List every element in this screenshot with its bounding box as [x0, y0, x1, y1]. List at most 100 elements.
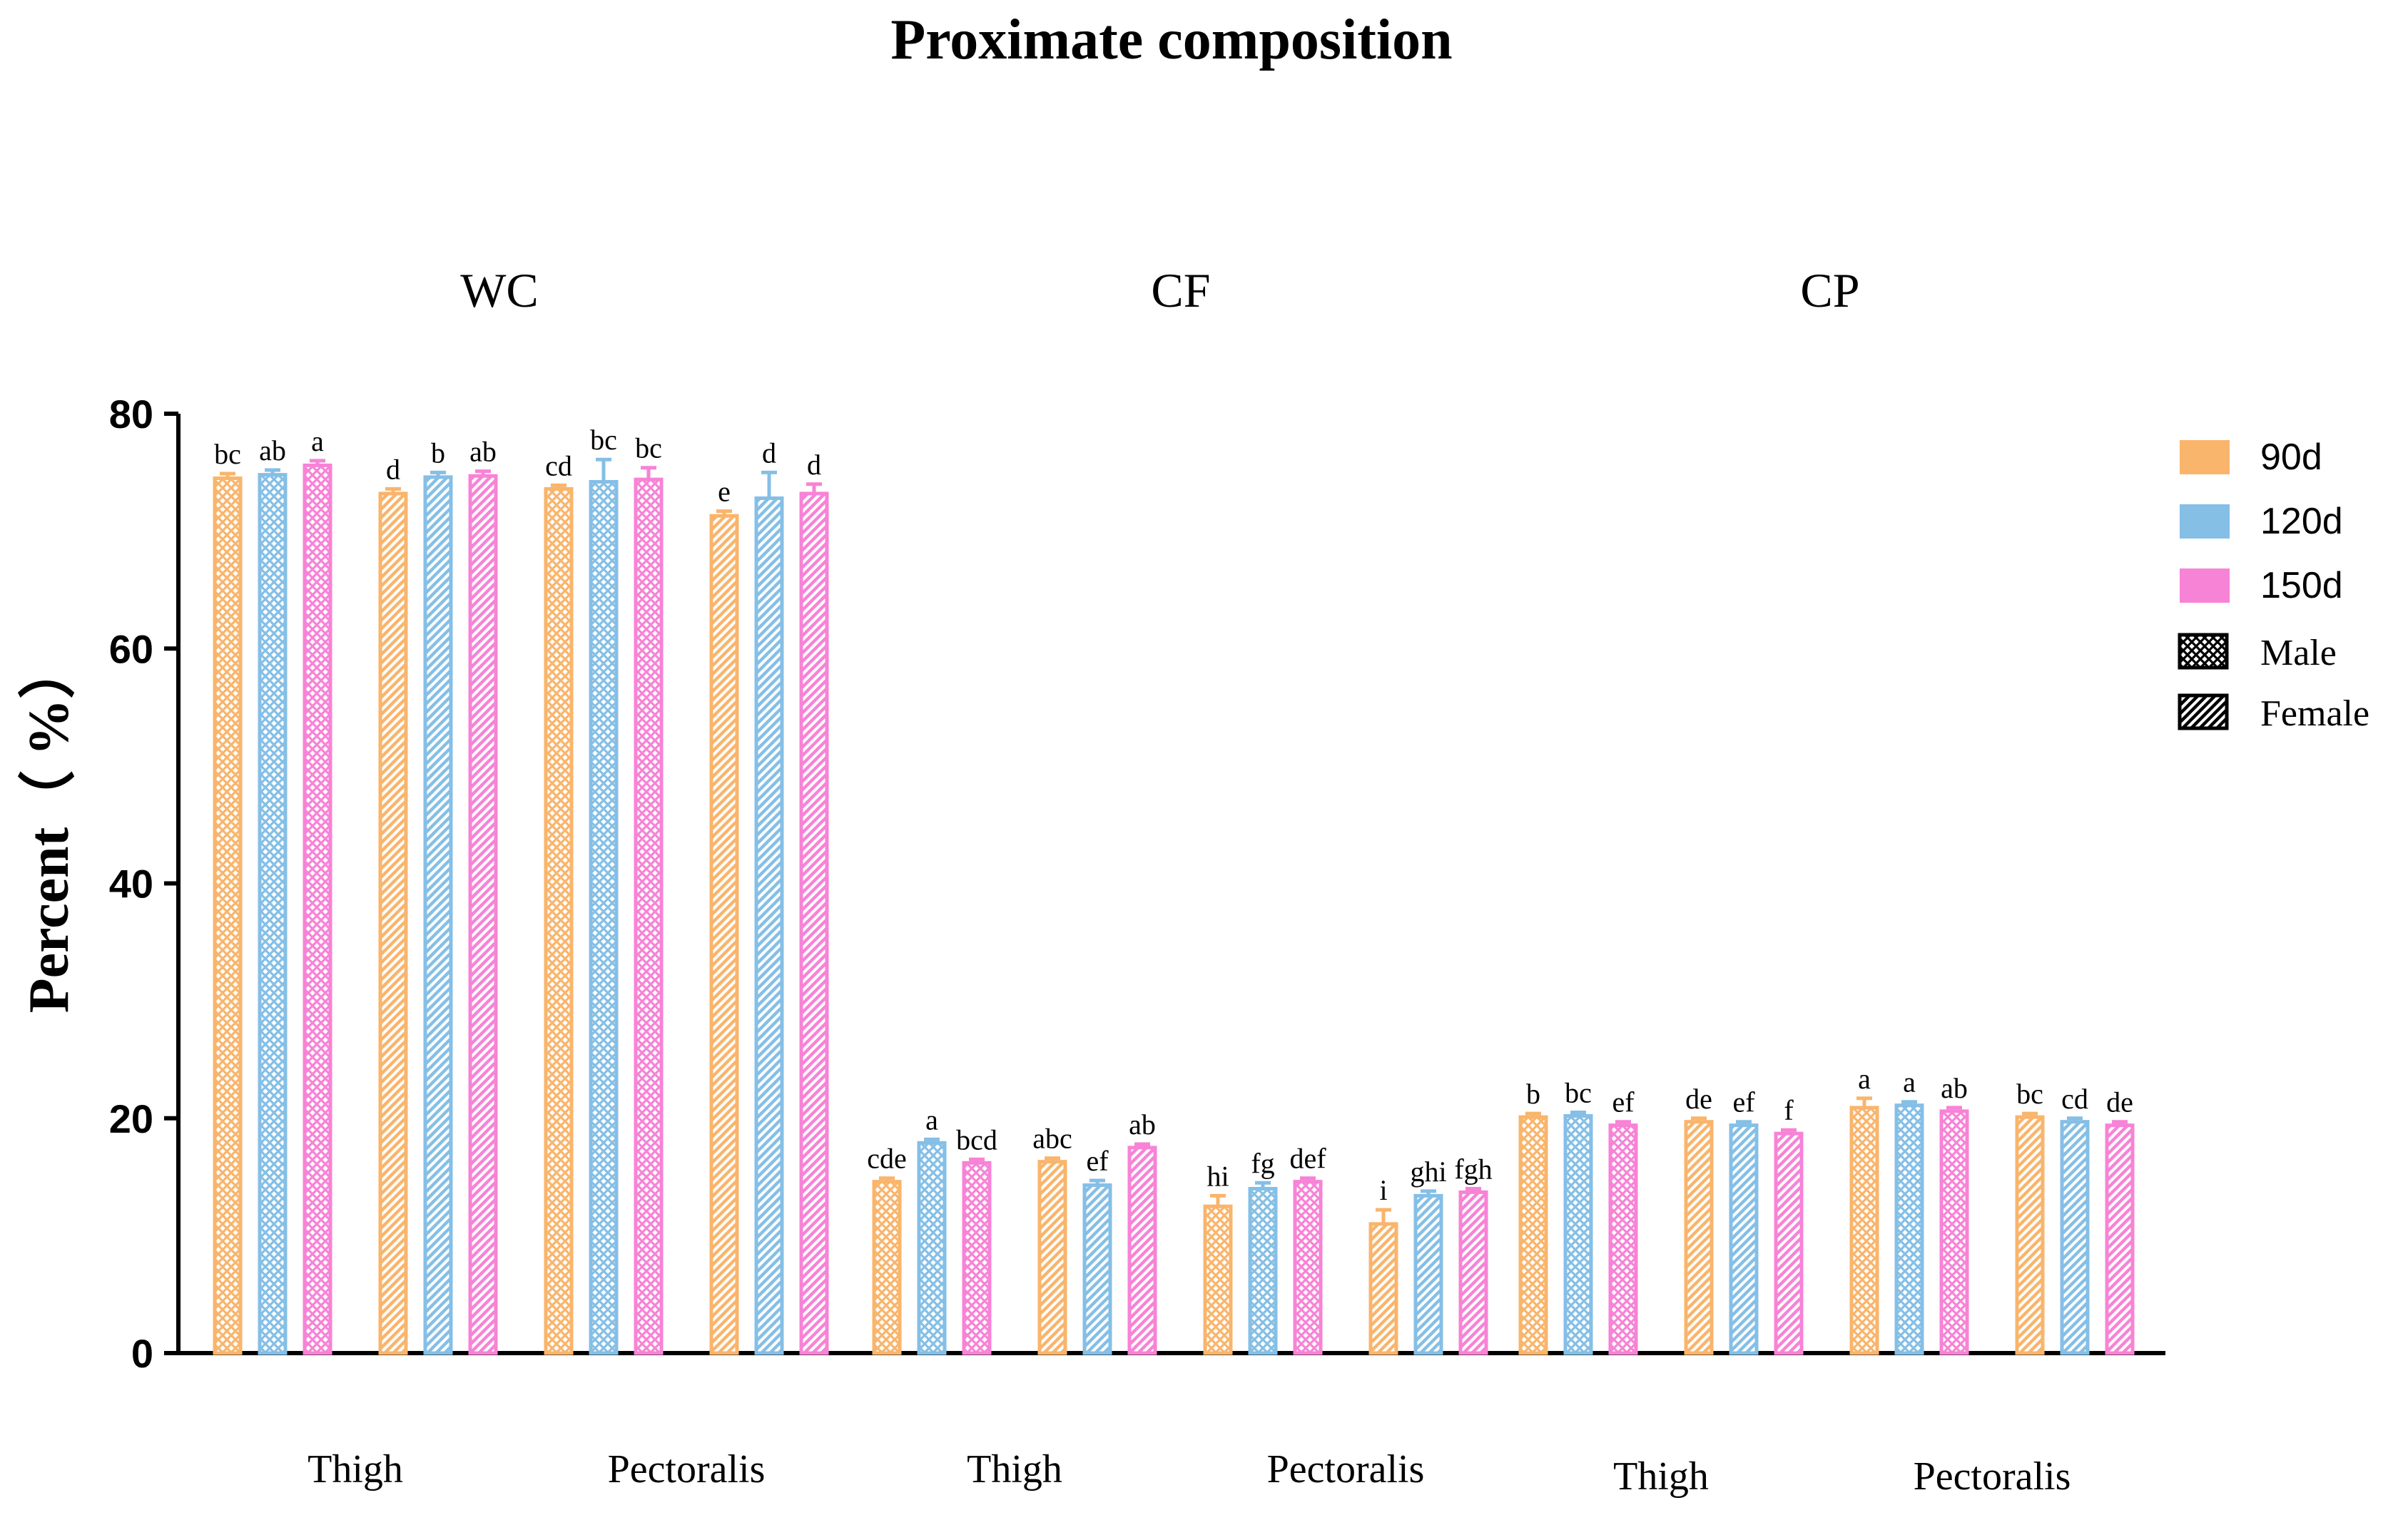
- legend-swatch-male: [2178, 633, 2229, 670]
- legend: 90d 120d 150d Male Female: [2178, 437, 2369, 734]
- significance-letter: a: [925, 1103, 938, 1136]
- chart-title: Proximate composition: [890, 9, 1452, 71]
- category-labels: Thigh Pectoralis Thigh Pectoralis Thigh Pecto…: [308, 1447, 2071, 1499]
- bar-cp-pectoralis-female-120d: [2060, 1120, 2090, 1355]
- error-bar: [475, 469, 491, 476]
- significance-letter: b: [431, 437, 445, 469]
- bar-wc-pectoralis-female-120d: [754, 496, 784, 1355]
- significance-letter: a: [1903, 1066, 1916, 1098]
- bar-wc-pectoralis-male-120d: [589, 479, 619, 1355]
- significance-letter: f: [1784, 1094, 1794, 1126]
- significance-letter: d: [762, 437, 776, 469]
- bar-cp-thigh-female-150d: [1774, 1131, 1804, 1355]
- bar-cf-thigh-male-150d: [962, 1161, 992, 1355]
- bar-cp-pectoralis-male-150d: [1939, 1109, 1969, 1355]
- legend-swatch-150d: [2180, 568, 2230, 603]
- error-bar: [1736, 1120, 1752, 1126]
- error-bar: [1525, 1111, 1541, 1118]
- significance-letter: cd: [545, 449, 572, 481]
- group-label-cp: CP: [1800, 263, 1859, 317]
- bar-cp-pectoralis-female-150d: [2105, 1123, 2135, 1355]
- error-bar: [1300, 1176, 1316, 1182]
- category-label-pectoralis: Pectoralis: [608, 1447, 766, 1491]
- bar-cf-thigh-male-90d: [872, 1180, 902, 1355]
- bar-cp-pectoralis-male-120d: [1894, 1103, 1924, 1355]
- significance-letter: ef: [1732, 1086, 1755, 1118]
- bar-wc-thigh-male-150d: [303, 463, 332, 1355]
- bar-cf-pectoralis-male-120d: [1248, 1187, 1278, 1355]
- error-bar: [1570, 1111, 1586, 1116]
- significance-letter: fg: [1251, 1147, 1274, 1179]
- y-tick-label: 40: [109, 862, 153, 907]
- error-bar: [551, 483, 567, 489]
- significance-letter: e: [718, 476, 731, 508]
- error-bar: [1255, 1180, 1271, 1189]
- bar-cf-pectoralis-female-150d: [1458, 1190, 1488, 1355]
- significance-letter: i: [1379, 1174, 1387, 1206]
- significance-letter: def: [1289, 1143, 1326, 1175]
- legend-label-female: Female: [2260, 693, 2369, 734]
- y-axis-label: Percent（ %）: [18, 642, 81, 1014]
- significance-letter: cde: [867, 1143, 907, 1175]
- bar-cp-pectoralis-male-90d: [1849, 1106, 1879, 1355]
- error-bar: [2022, 1111, 2038, 1118]
- bar-cp-thigh-male-150d: [1608, 1123, 1638, 1355]
- error-bar: [806, 482, 822, 494]
- significance-letter: abc: [1032, 1123, 1072, 1155]
- bar-wc-pectoralis-male-90d: [544, 486, 574, 1355]
- error-bar: [430, 470, 446, 477]
- bar-cp-pectoralis-female-90d: [2015, 1115, 2045, 1355]
- error-bar: [641, 466, 656, 480]
- bar-cp-thigh-male-120d: [1563, 1113, 1593, 1355]
- category-label-thigh: Thigh: [1613, 1454, 1709, 1499]
- bar-wc-thigh-male-120d: [258, 473, 288, 1355]
- error-bar: [220, 471, 235, 479]
- bar-cf-pectoralis-female-120d: [1413, 1193, 1443, 1355]
- error-bar: [1210, 1193, 1226, 1207]
- bar-cp-thigh-female-90d: [1684, 1120, 1714, 1355]
- y-axis-ticks: 0 20 40 60 80: [109, 392, 178, 1376]
- category-label-thigh: Thigh: [967, 1447, 1062, 1491]
- bar-cf-thigh-female-90d: [1037, 1160, 1067, 1355]
- bar-cp-thigh-female-120d: [1729, 1123, 1759, 1355]
- legend-label-120d: 120d: [2260, 501, 2343, 542]
- error-bar: [1946, 1106, 1962, 1111]
- error-bar: [1421, 1189, 1436, 1196]
- error-bar: [1089, 1178, 1105, 1185]
- bar-wc-thigh-female-90d: [378, 491, 408, 1355]
- bar-wc-pectoralis-female-90d: [709, 514, 739, 1355]
- error-bar: [879, 1176, 895, 1182]
- bar-cf-pectoralis-male-150d: [1293, 1180, 1323, 1355]
- error-bar: [1465, 1187, 1481, 1193]
- error-bar: [924, 1137, 940, 1143]
- bar-wc-pectoralis-male-150d: [634, 477, 664, 1355]
- bar-cf-pectoralis-male-90d: [1203, 1204, 1233, 1355]
- error-bar: [1045, 1156, 1060, 1162]
- error-bar: [2112, 1120, 2128, 1126]
- error-bar: [969, 1157, 985, 1163]
- error-bar: [2067, 1116, 2083, 1122]
- significance-letter: ef: [1612, 1086, 1635, 1118]
- significance-letter: ef: [1086, 1145, 1109, 1177]
- significance-letter: bc: [214, 438, 241, 470]
- bar-wc-thigh-female-150d: [468, 474, 498, 1355]
- significance-letter: bc: [2016, 1078, 2043, 1110]
- bar-cf-thigh-male-120d: [917, 1141, 947, 1355]
- error-bar: [310, 459, 325, 466]
- legend-swatch-120d: [2180, 504, 2230, 539]
- error-bar: [1134, 1142, 1150, 1148]
- group-label-wc: WC: [460, 263, 539, 317]
- significance-letter: ab: [1941, 1072, 1968, 1104]
- significance-letter: a: [1858, 1063, 1871, 1095]
- y-tick-label: 20: [109, 1096, 153, 1141]
- significance-letter: a: [311, 425, 324, 457]
- error-bar: [1691, 1116, 1707, 1122]
- category-label-thigh: Thigh: [308, 1447, 403, 1491]
- error-bar: [761, 470, 777, 499]
- bar-cf-thigh-female-120d: [1082, 1183, 1112, 1355]
- significance-letter: ab: [1129, 1108, 1156, 1141]
- legend-label-male: Male: [2260, 633, 2337, 673]
- error-bar: [1376, 1208, 1391, 1224]
- y-tick-label: 80: [109, 392, 153, 437]
